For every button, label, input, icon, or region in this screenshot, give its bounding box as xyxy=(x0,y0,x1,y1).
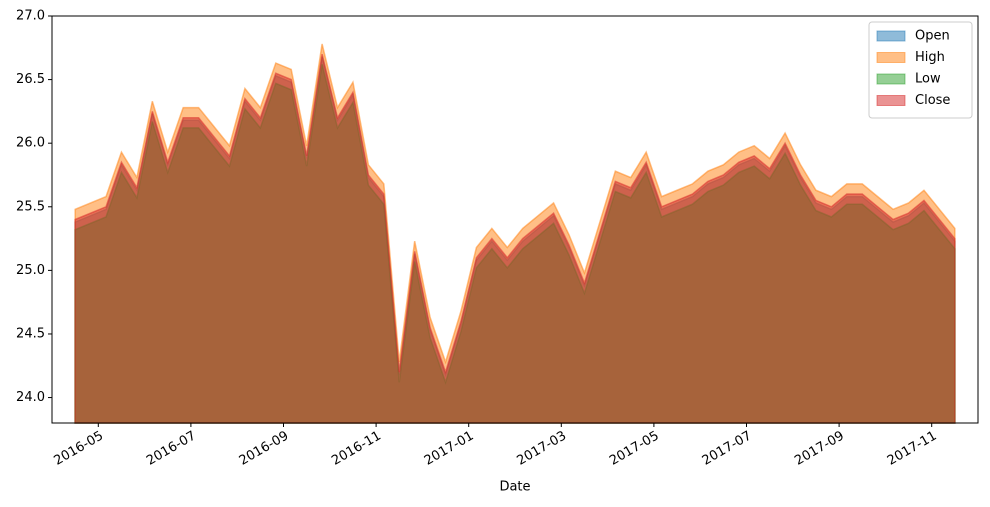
y-tick-label: 24.0 xyxy=(16,390,45,405)
x-axis-label: Date xyxy=(499,480,530,495)
y-tick-label: 27.0 xyxy=(16,9,45,24)
x-tick-label: 2016-09 xyxy=(237,429,292,469)
y-tick-label: 25.0 xyxy=(16,263,45,278)
legend-label: Low xyxy=(915,72,941,87)
legend-swatch xyxy=(876,30,906,42)
y-tick-label: 26.5 xyxy=(16,72,45,87)
legend-swatch xyxy=(876,95,906,106)
x-tick-label: 2016-05 xyxy=(52,429,107,469)
axes-frame xyxy=(51,15,979,424)
x-tick-label: 2016-11 xyxy=(329,429,384,469)
x-tick-label: 2017-03 xyxy=(515,429,570,469)
x-tick-label: 2017-09 xyxy=(792,429,847,469)
area xyxy=(74,53,956,424)
y-tick-label: 25.5 xyxy=(16,199,45,214)
y-tick-label: 24.5 xyxy=(16,326,45,341)
y-tick-label: 26.0 xyxy=(16,136,45,151)
x-tick-label: 2017-07 xyxy=(700,429,755,469)
legend-label: High xyxy=(915,50,945,65)
x-tick-label: 2016-07 xyxy=(144,429,199,469)
legend-label: Open xyxy=(915,29,950,44)
x-tick-label: 2017-05 xyxy=(607,429,662,469)
legend-box xyxy=(868,21,973,119)
legend-swatch xyxy=(876,52,906,63)
x-tick-label: 2017-01 xyxy=(422,429,477,469)
x-tick-label: 2017-11 xyxy=(885,429,940,469)
legend-swatch xyxy=(876,73,906,85)
legend-label: Close xyxy=(915,93,950,108)
